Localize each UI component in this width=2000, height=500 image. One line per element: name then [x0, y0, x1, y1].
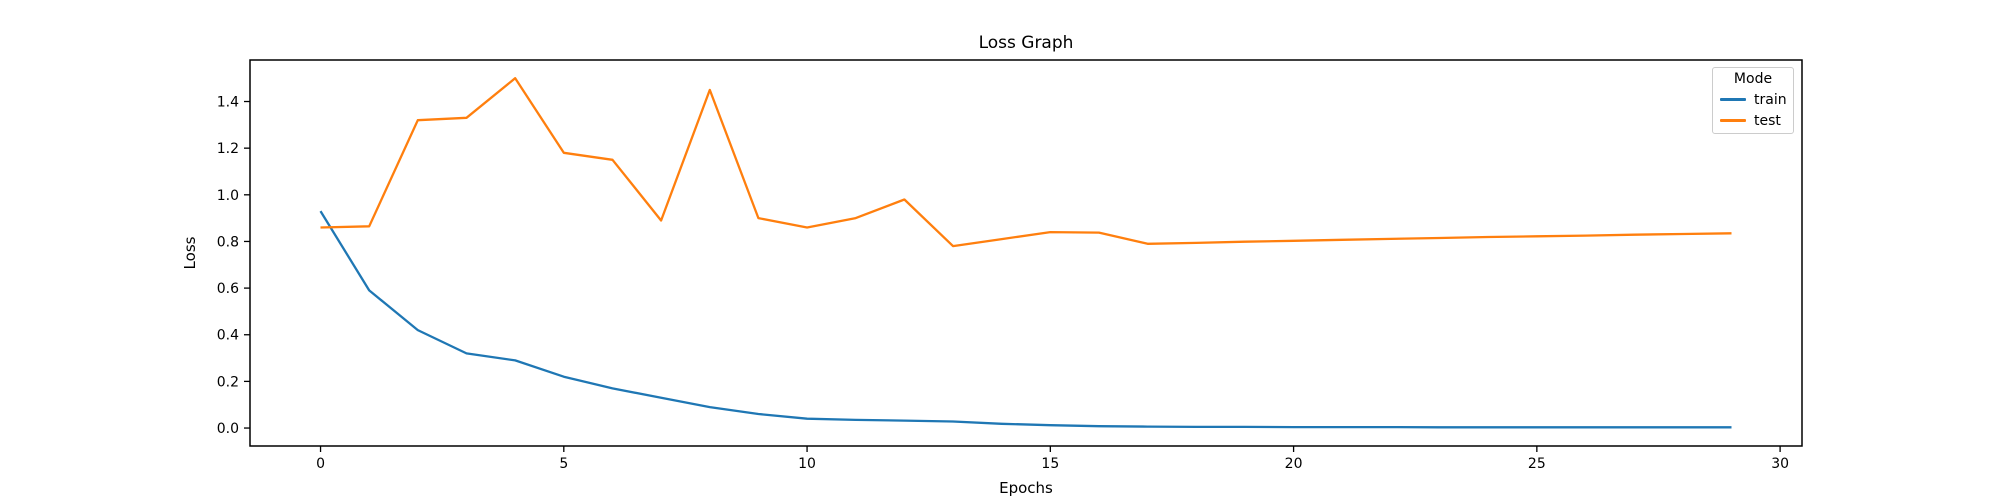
- x-tick-label: 5: [559, 456, 568, 472]
- y-tick-label: 1.4: [217, 95, 239, 111]
- series-line-test: [320, 77, 1732, 248]
- legend-entries: train test: [1720, 89, 1787, 131]
- legend-entry-test: test: [1720, 110, 1786, 131]
- series-line-train: [319, 210, 1732, 429]
- x-tick-label: 0: [316, 456, 325, 472]
- legend-label-train: train: [1754, 91, 1787, 108]
- legend-title: Mode: [1733, 71, 1773, 87]
- y-tick-label: 1.0: [217, 188, 239, 204]
- x-tick-label: 25: [1528, 456, 1546, 472]
- x-tick-label: 30: [1771, 456, 1789, 472]
- legend: Mode train test: [1712, 67, 1794, 134]
- legend-swatch-train: [1720, 98, 1746, 101]
- y-axis-label: Loss: [181, 236, 199, 270]
- y-tick-label: 0.6: [217, 281, 239, 297]
- x-tick-label: 20: [1285, 456, 1303, 472]
- y-tick-label: 0.4: [217, 328, 239, 344]
- y-tick-label: 1.2: [217, 141, 239, 157]
- axes-spines: [249, 59, 1803, 447]
- legend-entry-train: train: [1720, 89, 1787, 110]
- x-axis-label: Epochs: [999, 479, 1053, 497]
- legend-swatch-test: [1720, 119, 1746, 122]
- y-tick-label: 0.2: [217, 374, 239, 390]
- x-tick-label: 15: [1041, 456, 1059, 472]
- y-tick-label: 0.8: [217, 234, 239, 250]
- y-tick-label: 0.0: [217, 421, 239, 437]
- legend-label-test: test: [1754, 112, 1781, 129]
- x-tick-label: 10: [798, 456, 816, 472]
- chart-title: Loss Graph: [978, 33, 1074, 53]
